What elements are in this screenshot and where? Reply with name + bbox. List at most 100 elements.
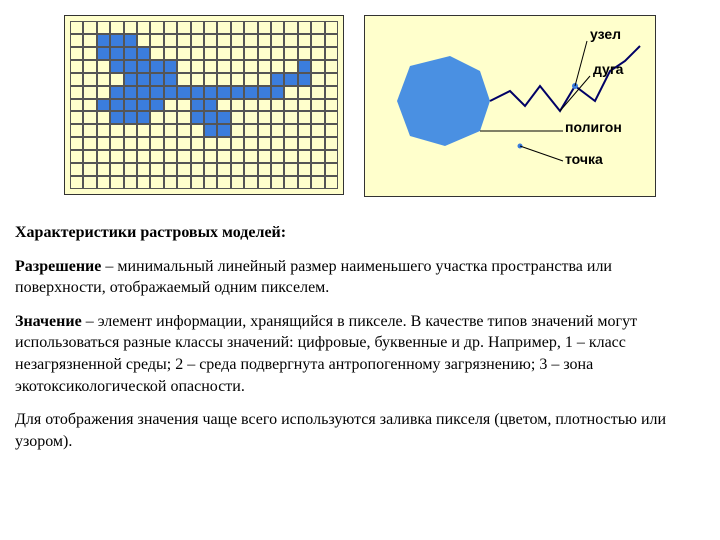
raster-cell <box>217 111 230 124</box>
raster-cell <box>150 21 163 34</box>
raster-cell <box>110 150 123 163</box>
vector-svg <box>365 16 655 196</box>
raster-cell <box>150 73 163 86</box>
raster-cell <box>83 99 96 112</box>
raster-cell <box>325 150 338 163</box>
rest-value: – элемент информации, хранящийся в пиксе… <box>15 313 637 395</box>
raster-cell <box>298 150 311 163</box>
raster-cell <box>271 137 284 150</box>
raster-cell <box>164 34 177 47</box>
raster-cell <box>70 60 83 73</box>
raster-cell <box>217 60 230 73</box>
raster-cell <box>325 163 338 176</box>
text-block: Характеристики растровых моделей: Разреш… <box>15 222 705 452</box>
raster-cell <box>244 176 257 189</box>
raster-cell <box>97 124 110 137</box>
raster-cell <box>177 21 190 34</box>
raster-cell <box>110 124 123 137</box>
raster-cell <box>311 73 324 86</box>
raster-cell <box>217 34 230 47</box>
raster-cell <box>110 21 123 34</box>
raster-cell <box>150 111 163 124</box>
raster-cell <box>271 60 284 73</box>
raster-cell <box>325 21 338 34</box>
raster-cell <box>217 150 230 163</box>
raster-cell <box>298 47 311 60</box>
raster-cell <box>271 176 284 189</box>
raster-cell <box>271 21 284 34</box>
raster-cell <box>258 34 271 47</box>
raster-cell <box>124 150 137 163</box>
raster-cell <box>204 163 217 176</box>
raster-cell <box>325 176 338 189</box>
raster-cell <box>70 124 83 137</box>
raster-cell <box>191 86 204 99</box>
raster-cell <box>164 137 177 150</box>
raster-cell <box>150 163 163 176</box>
raster-cell <box>284 176 297 189</box>
raster-cell <box>70 34 83 47</box>
raster-cell <box>70 73 83 86</box>
raster-cell <box>298 99 311 112</box>
raster-cell <box>244 86 257 99</box>
raster-cell <box>97 111 110 124</box>
raster-cell <box>298 163 311 176</box>
raster-cell <box>110 99 123 112</box>
raster-cell <box>325 86 338 99</box>
raster-cell <box>177 150 190 163</box>
raster-cell <box>97 176 110 189</box>
raster-cell <box>83 137 96 150</box>
raster-cell <box>164 176 177 189</box>
raster-cell <box>311 60 324 73</box>
raster-cell <box>311 163 324 176</box>
raster-cell <box>298 86 311 99</box>
raster-cell <box>231 47 244 60</box>
raster-cell <box>244 124 257 137</box>
raster-cell <box>110 47 123 60</box>
raster-cell <box>284 73 297 86</box>
raster-cell <box>271 150 284 163</box>
heading: Характеристики растровых моделей: <box>15 222 705 244</box>
raster-cell <box>204 60 217 73</box>
raster-cell <box>124 163 137 176</box>
raster-cell <box>124 73 137 86</box>
raster-cell <box>70 47 83 60</box>
raster-cell <box>150 86 163 99</box>
raster-cell <box>110 176 123 189</box>
polygon-shape <box>397 56 490 146</box>
raster-cell <box>244 34 257 47</box>
raster-cell <box>204 86 217 99</box>
raster-cell <box>137 176 150 189</box>
raster-cell <box>83 124 96 137</box>
raster-cell <box>325 60 338 73</box>
raster-cell <box>325 34 338 47</box>
raster-cell <box>83 73 96 86</box>
raster-cell <box>231 86 244 99</box>
label-point: точка <box>565 151 603 167</box>
raster-cell <box>83 34 96 47</box>
raster-cell <box>177 163 190 176</box>
raster-cell <box>284 163 297 176</box>
raster-cell <box>298 124 311 137</box>
raster-cell <box>137 21 150 34</box>
raster-cell <box>164 60 177 73</box>
raster-cell <box>325 137 338 150</box>
raster-cell <box>124 21 137 34</box>
raster-cell <box>284 34 297 47</box>
raster-cell <box>83 163 96 176</box>
raster-cell <box>110 60 123 73</box>
raster-cell <box>271 163 284 176</box>
para-display: Для отображения значения чаще всего испо… <box>15 409 705 452</box>
raster-cell <box>204 47 217 60</box>
raster-cell <box>231 150 244 163</box>
raster-cell <box>244 99 257 112</box>
raster-cell <box>231 34 244 47</box>
raster-cell <box>258 21 271 34</box>
raster-cell <box>124 111 137 124</box>
raster-cell <box>231 60 244 73</box>
raster-cell <box>258 163 271 176</box>
raster-cell <box>244 47 257 60</box>
lead-node <box>575 41 587 86</box>
raster-cell <box>137 137 150 150</box>
raster-cell <box>124 60 137 73</box>
